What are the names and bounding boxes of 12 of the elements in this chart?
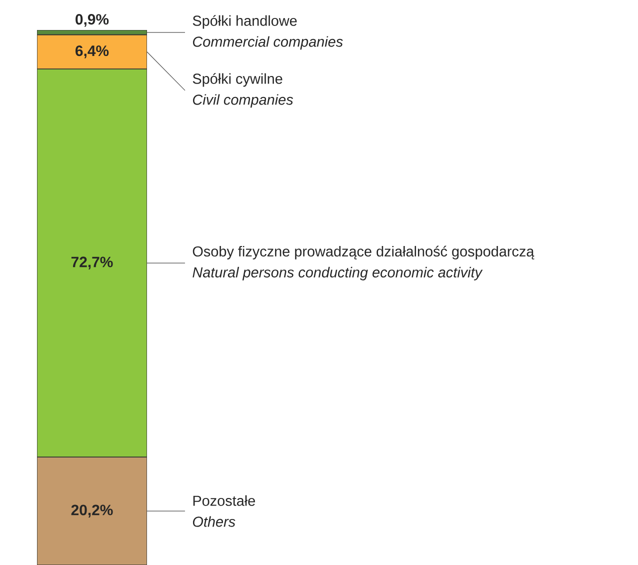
text: Pozostałe [193, 495, 255, 506]
text: Civil companies [193, 94, 294, 108]
data-label: 0,9% [76, 14, 109, 27]
data-label: 6,4% [76, 46, 109, 58]
data-label: 72,7% [71, 256, 113, 270]
text: Natural persons conducting economic activity [192, 266, 483, 280]
text: Spółki handlowe [192, 15, 297, 29]
text: Commercial companies [193, 36, 343, 50]
text: Others [192, 516, 236, 527]
data-label: 20,2% [71, 504, 113, 518]
text: Osoby fizyczne prowadzące działalność gospodarczą [192, 246, 534, 260]
text: Spółki cywilne [192, 73, 282, 87]
